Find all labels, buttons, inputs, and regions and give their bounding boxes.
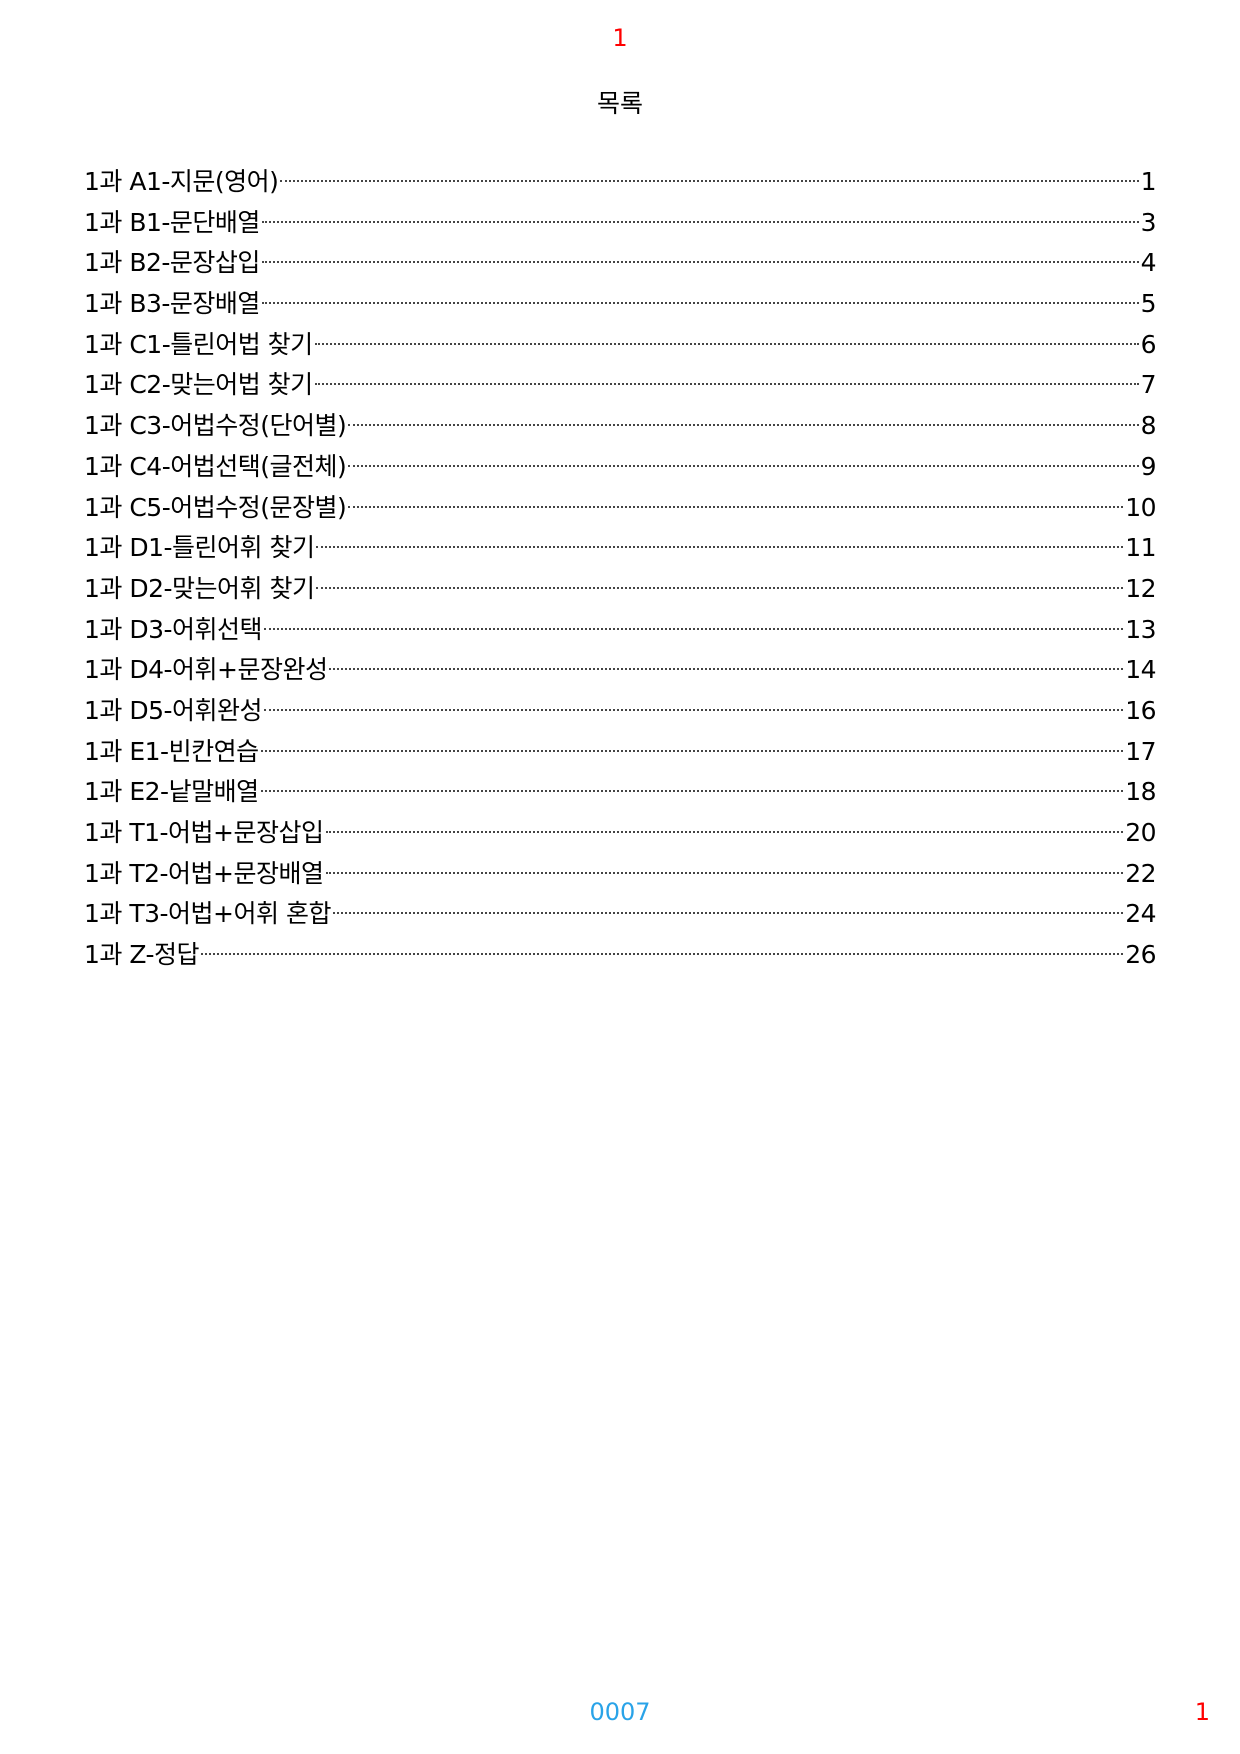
footer-page-number: 1 xyxy=(1194,1698,1210,1726)
toc-entry-label: 1과 T2-어법+문장배열 xyxy=(84,858,324,888)
toc-entry-page: 20 xyxy=(1125,818,1156,847)
toc-entry-page: 4 xyxy=(1140,248,1157,278)
dot-leader xyxy=(264,708,1124,711)
toc-entry-page: 1 xyxy=(1140,167,1157,196)
toc-entry-page: 18 xyxy=(1125,777,1156,807)
toc-entry[interactable]: 1과 T2-어법+문장배열 22 xyxy=(84,854,1156,895)
toc-entry-label: 1과 A1-지문(영어) xyxy=(84,167,279,196)
toc-entry-page: 9 xyxy=(1140,451,1157,481)
page-title: 목록 xyxy=(596,89,643,118)
dot-leader xyxy=(314,383,1139,386)
toc-entry-page: 13 xyxy=(1125,614,1156,644)
dot-leader xyxy=(348,464,1139,467)
toc-entry-page: 12 xyxy=(1125,573,1156,603)
toc-entry-page: 11 xyxy=(1125,533,1156,563)
toc-entry-label: 1과 D5-어휘완성 xyxy=(84,695,263,725)
toc-entry[interactable]: 1과 E2-낱말배열 18 xyxy=(84,772,1156,813)
toc-entry-label: 1과 B3-문장배열 xyxy=(84,289,260,319)
toc-entry-page: 10 xyxy=(1125,492,1156,522)
toc-entry-label: 1과 C1-틀린어법 찾기 xyxy=(84,329,313,359)
dot-leader xyxy=(348,505,1124,508)
toc-entry-label: 1과 D2-맞는어휘 찾기 xyxy=(84,573,315,603)
toc-entry-page: 16 xyxy=(1125,695,1156,725)
toc-entry-page: 22 xyxy=(1125,858,1156,888)
toc-entry-page: 3 xyxy=(1140,207,1157,237)
dot-leader xyxy=(316,586,1124,589)
toc-entry[interactable]: 1과 C1-틀린어법 찾기 6 xyxy=(84,325,1157,366)
dot-leader xyxy=(332,912,1124,915)
toc-entry-label: 1과 E1-빈칸연습 xyxy=(84,736,259,766)
toc-entry[interactable]: 1과 T1-어법+문장삽입 20 xyxy=(84,813,1156,854)
toc-entry[interactable]: 1과 C4-어법선택(글전체) 9 xyxy=(84,447,1157,488)
toc-entry-page: 17 xyxy=(1125,736,1156,766)
toc-entry-label: 1과 B2-문장삽입 xyxy=(84,248,260,278)
toc-entry[interactable]: 1과 Z-정답 26 xyxy=(84,935,1156,976)
toc-entry-label: 1과 C3-어법수정(단어별) xyxy=(84,411,347,441)
toc-entry[interactable]: 1과 D2-맞는어휘 찾기 12 xyxy=(84,569,1156,610)
toc-entry-label: 1과 D3-어휘선택 xyxy=(84,614,263,644)
dot-leader xyxy=(280,180,1139,182)
toc-entry-label: 1과 D1-틀린어휘 찾기 xyxy=(84,533,315,563)
toc-entry[interactable]: 1과 B2-문장삽입 4 xyxy=(84,243,1157,284)
dot-leader xyxy=(260,790,1124,793)
dot-leader xyxy=(261,220,1139,223)
toc-entry-label: 1과 T1-어법+문장삽입 xyxy=(84,818,324,847)
toc-entry-page: 5 xyxy=(1140,289,1157,319)
toc-entry[interactable]: 1과 B1-문단배열 3 xyxy=(84,203,1157,244)
toc-entry-page: 24 xyxy=(1125,899,1156,929)
toc-entry[interactable]: 1과 E1-빈칸연습 17 xyxy=(84,732,1156,773)
toc-entry-label: 1과 E2-낱말배열 xyxy=(84,777,259,807)
toc-entry-label: 1과 C5-어법수정(문장별) xyxy=(84,492,347,522)
toc-entry[interactable]: 1과 D1-틀린어휘 찾기 11 xyxy=(84,528,1156,569)
toc-entry-page: 7 xyxy=(1140,370,1157,400)
toc-entry[interactable]: 1과 A1-지문(영어) 1 xyxy=(84,162,1157,203)
toc-entry-page: 6 xyxy=(1140,329,1157,359)
toc-entry-label: 1과 B1-문단배열 xyxy=(84,207,260,237)
toc-entry-page: 8 xyxy=(1140,411,1157,441)
table-of-contents: 1과 A1-지문(영어) 1 1과 B1-문단배열 3 1과 B2-문장삽입 4 1과 B3… xyxy=(84,162,1157,976)
toc-entry[interactable]: 1과 D5-어휘완성 16 xyxy=(84,691,1156,732)
toc-entry[interactable]: 1과 C2-맞는어법 찾기 7 xyxy=(84,365,1157,406)
toc-entry[interactable]: 1과 D4-어휘+문장완성 14 xyxy=(84,650,1156,691)
toc-entry[interactable]: 1과 C5-어법수정(문장별) 10 xyxy=(84,488,1156,529)
toc-entry-page: 14 xyxy=(1125,655,1156,685)
page-marker: 1 xyxy=(612,24,628,52)
toc-entry-label: 1과 D4-어휘+문장완성 xyxy=(84,655,328,685)
toc-entry[interactable]: 1과 T3-어법+어휘 혼합 24 xyxy=(84,894,1156,935)
toc-entry-label: 1과 T3-어법+어휘 혼합 xyxy=(84,899,331,929)
toc-entry[interactable]: 1과 D3-어휘선택 13 xyxy=(84,610,1156,651)
dot-leader xyxy=(264,627,1124,630)
dot-leader xyxy=(348,424,1139,427)
toc-entry-label: 1과 Z-정답 xyxy=(84,940,200,970)
dot-leader xyxy=(201,953,1124,956)
toc-entry-label: 1과 C2-맞는어법 찾기 xyxy=(84,370,313,400)
dot-leader xyxy=(316,546,1124,549)
dot-leader xyxy=(325,831,1124,833)
dot-leader xyxy=(314,342,1139,345)
dot-leader xyxy=(329,668,1124,671)
dot-leader xyxy=(261,302,1139,305)
dot-leader xyxy=(325,871,1124,874)
toc-entry[interactable]: 1과 C3-어법수정(단어별) 8 xyxy=(84,406,1157,447)
dot-leader xyxy=(260,749,1124,752)
dot-leader xyxy=(261,261,1139,264)
footer-code: 0007 xyxy=(589,1698,651,1726)
toc-entry-label: 1과 C4-어법선택(글전체) xyxy=(84,451,347,481)
toc-entry-page: 26 xyxy=(1125,940,1156,970)
toc-entry[interactable]: 1과 B3-문장배열 5 xyxy=(84,284,1157,325)
